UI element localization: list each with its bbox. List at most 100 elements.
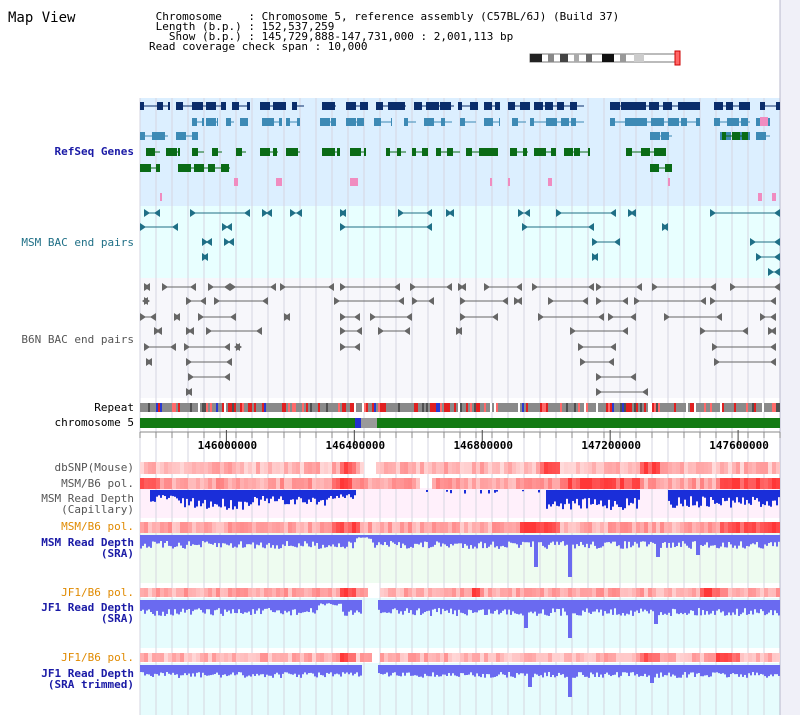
msm-sra-depth-bar	[598, 535, 600, 548]
msm-pol-cell	[180, 478, 184, 489]
repeat-element	[302, 403, 304, 412]
jf1-trim-depth-bar	[668, 665, 670, 673]
jf1-trim-depth-bar	[632, 665, 634, 673]
jf1-trim-depth-bar	[192, 665, 194, 674]
msm-sra-depth-bar	[160, 535, 162, 542]
jf1-trim-depth-bar	[722, 665, 724, 674]
jf1-sra-depth-bar	[748, 600, 750, 615]
refseq-gene-exon	[397, 148, 401, 156]
msm-bac-pair-end	[266, 209, 272, 217]
repeat-element	[754, 403, 756, 412]
msm-pol2-cell	[352, 522, 356, 533]
dbsnp-cell	[356, 462, 360, 474]
msm-sra-depth-bar	[438, 535, 440, 543]
dbsnp-cell	[680, 462, 684, 474]
refseq-gene-exon	[588, 148, 590, 156]
jf1-sra-depth-bar	[518, 600, 520, 615]
refseq-gene-exon	[292, 102, 297, 110]
jf1-sra-depth-bar	[230, 600, 232, 614]
msm-pol2-cell	[272, 522, 276, 533]
jf1-pol2-cell	[476, 653, 480, 662]
msm-cap-depth-bar	[224, 490, 226, 507]
jf1-trim-depth-bar	[280, 665, 282, 678]
b6n-bac-pair-end	[144, 283, 150, 291]
jf1-pol-cell	[564, 588, 568, 597]
jf1-pol2-cell	[680, 653, 684, 662]
jf1-pol-cell	[592, 588, 596, 597]
msm-pol-cell	[392, 478, 396, 489]
msm-pol-cell	[712, 478, 716, 489]
dbsnp-cell	[176, 462, 180, 474]
refseq-gene-exon	[520, 102, 530, 110]
jf1-pol-cell	[620, 588, 624, 597]
msm-sra-depth-bar	[724, 535, 726, 548]
jf1-trim-depth-bar	[698, 665, 700, 674]
msm-sra-depth-bar	[624, 535, 626, 542]
dbsnp-cell	[400, 462, 404, 474]
b6n-bac-pair-end	[356, 327, 362, 335]
jf1-trim-depth-bar	[344, 665, 346, 674]
jf1-pol-cell	[468, 588, 472, 597]
msm-pol2-cell	[456, 522, 460, 533]
jf1-pol-cell	[248, 588, 252, 597]
jf1-sra-depth-bar	[552, 600, 554, 609]
jf1-trim-depth-bar	[184, 665, 186, 674]
msm-bac-pair-end	[206, 238, 212, 246]
jf1-pol2-cell	[164, 653, 168, 662]
msm-pol2-cell	[188, 522, 192, 533]
msm-sra-depth-bar	[188, 535, 190, 542]
msm-cap-depth-bar	[692, 490, 694, 506]
refseq-gene-exon	[436, 148, 441, 156]
msm-pol-cell	[700, 478, 704, 489]
msm-sra-depth-bar	[524, 535, 526, 543]
msm-sra-depth-bar	[772, 535, 774, 547]
jf1-sra-depth-bar	[778, 600, 780, 616]
msm-cap-depth-bar	[208, 490, 210, 508]
refseq-gene-exon	[140, 132, 145, 140]
jf1-trim-depth-bar	[564, 665, 566, 678]
msm-cap-depth-bar	[770, 490, 772, 507]
jf1-trim-depth-bar	[486, 665, 488, 675]
msm-sra-depth-bar	[718, 535, 720, 549]
jf1-sra-depth-bar	[660, 600, 662, 613]
msm-pol-cell	[496, 478, 500, 489]
dbsnp-cell	[200, 462, 204, 474]
jf1-sra-depth-bar	[252, 600, 254, 610]
refseq-gene-exon	[458, 102, 462, 110]
refseq-gene-exon	[470, 102, 478, 110]
jf1-sra-depth-bar	[406, 600, 408, 609]
msm-bac-pair-end	[296, 209, 302, 217]
msm-pol2-cell	[260, 522, 264, 533]
jf1-trim-depth-bar	[406, 665, 408, 673]
jf1-trim-depth-bar	[746, 665, 748, 678]
msm-cap-depth-bar	[626, 490, 628, 499]
msm-pol2-cell	[648, 522, 652, 533]
jf1-sra-depth-bar	[582, 600, 584, 611]
jf1-pol-cell	[440, 588, 444, 597]
jf1-sra-depth-bar	[524, 600, 526, 628]
jf1-trim-depth-bar	[772, 665, 774, 677]
msm-cap-depth-bar	[300, 490, 302, 499]
msm-sra-depth-bar	[600, 535, 602, 548]
refseq-gene-exon	[157, 102, 163, 110]
jf1-trim-depth-bar	[238, 665, 240, 673]
msm-cap-depth-bar	[328, 490, 330, 498]
jf1-trim-depth-bar	[422, 665, 424, 678]
msm-sra-depth-bar	[708, 535, 710, 548]
jf1-pol-cell	[276, 588, 280, 597]
jf1-pol2-cell	[528, 653, 532, 662]
msm-cap-depth-bar	[724, 490, 726, 502]
msm-sra-depth-bar	[436, 535, 438, 542]
jf1-sra-depth-bar	[690, 600, 692, 611]
jf1-pol-cell	[588, 588, 592, 597]
jf1-trim-depth-bar	[262, 665, 264, 675]
repeat-element	[746, 403, 748, 412]
jf1-pol-cell	[444, 588, 448, 597]
msm-sra-depth-bar	[476, 535, 478, 549]
jf1-pol-cell	[656, 588, 660, 597]
msm-sra-depth-bar	[306, 535, 308, 544]
b6n-bac-pair-end	[170, 343, 176, 351]
jf1-sra-depth-bar	[188, 600, 190, 609]
refseq-gene-exon	[247, 102, 250, 110]
